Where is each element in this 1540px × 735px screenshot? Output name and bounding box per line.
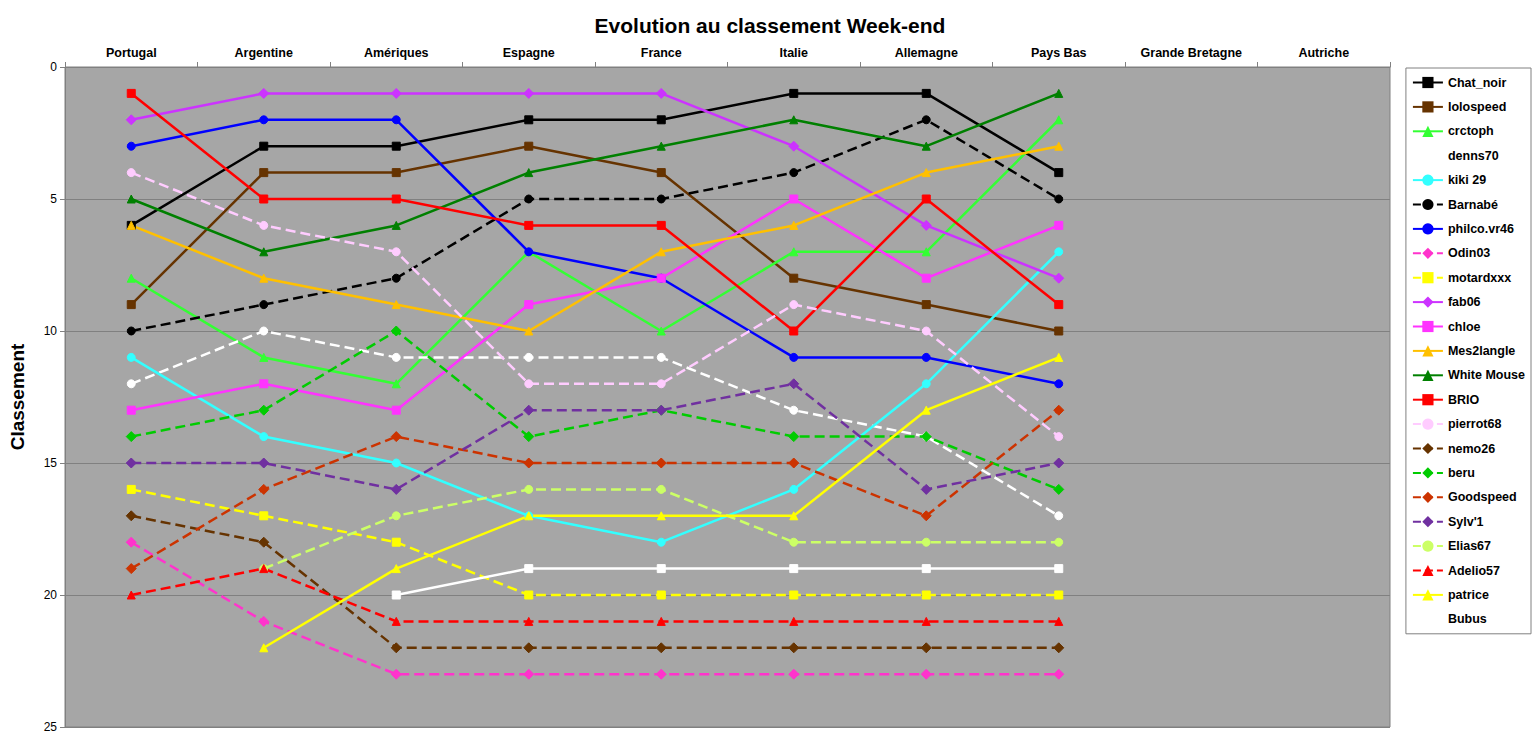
svg-text:fab06: fab06 (1448, 295, 1481, 309)
svg-text:pierrot68: pierrot68 (1448, 417, 1502, 431)
svg-text:10: 10 (44, 324, 58, 338)
svg-text:beru: beru (1448, 466, 1475, 480)
svg-text:patrice: patrice (1448, 588, 1489, 602)
svg-text:Elias67: Elias67 (1448, 539, 1491, 553)
svg-text:Evolution au classement Week-e: Evolution au classement Week-end (595, 14, 946, 37)
svg-text:BRIO: BRIO (1448, 393, 1480, 407)
svg-text:Italie: Italie (780, 46, 809, 60)
svg-text:Chat_noir: Chat_noir (1448, 76, 1506, 90)
svg-text:Autriche: Autriche (1298, 46, 1349, 60)
svg-text:5: 5 (50, 192, 57, 206)
svg-text:20: 20 (44, 588, 58, 602)
svg-text:Portugal: Portugal (106, 46, 157, 60)
svg-text:Allemagne: Allemagne (895, 46, 958, 60)
svg-text:Bubus: Bubus (1448, 612, 1487, 626)
svg-text:Odin03: Odin03 (1448, 246, 1490, 260)
svg-text:15: 15 (44, 456, 58, 470)
svg-text:France: France (641, 46, 682, 60)
svg-text:chloe: chloe (1448, 320, 1481, 334)
svg-text:Grande Bretagne: Grande Bretagne (1141, 46, 1242, 60)
svg-text:Mes2langle: Mes2langle (1448, 344, 1515, 358)
svg-text:Amériques: Amériques (364, 46, 429, 60)
svg-text:denns70: denns70 (1448, 149, 1499, 163)
svg-text:lolospeed: lolospeed (1448, 100, 1506, 114)
svg-text:nemo26: nemo26 (1448, 442, 1495, 456)
svg-text:White Mouse: White Mouse (1448, 368, 1525, 382)
svg-text:Classement: Classement (7, 343, 28, 450)
svg-text:motardxxx: motardxxx (1448, 271, 1511, 285)
svg-text:kiki 29: kiki 29 (1448, 173, 1486, 187)
svg-text:Barnabé: Barnabé (1448, 198, 1498, 212)
svg-text:Pays Bas: Pays Bas (1031, 46, 1087, 60)
svg-text:Argentine: Argentine (235, 46, 293, 60)
svg-text:Espagne: Espagne (503, 46, 555, 60)
svg-text:philco.vr46: philco.vr46 (1448, 222, 1514, 236)
svg-text:Adelio57: Adelio57 (1448, 564, 1500, 578)
svg-text:Sylv'1: Sylv'1 (1448, 515, 1484, 529)
svg-text:crctoph: crctoph (1448, 124, 1494, 138)
svg-text:0: 0 (50, 60, 57, 74)
svg-text:Goodspeed: Goodspeed (1448, 490, 1517, 504)
svg-text:25: 25 (44, 720, 58, 734)
